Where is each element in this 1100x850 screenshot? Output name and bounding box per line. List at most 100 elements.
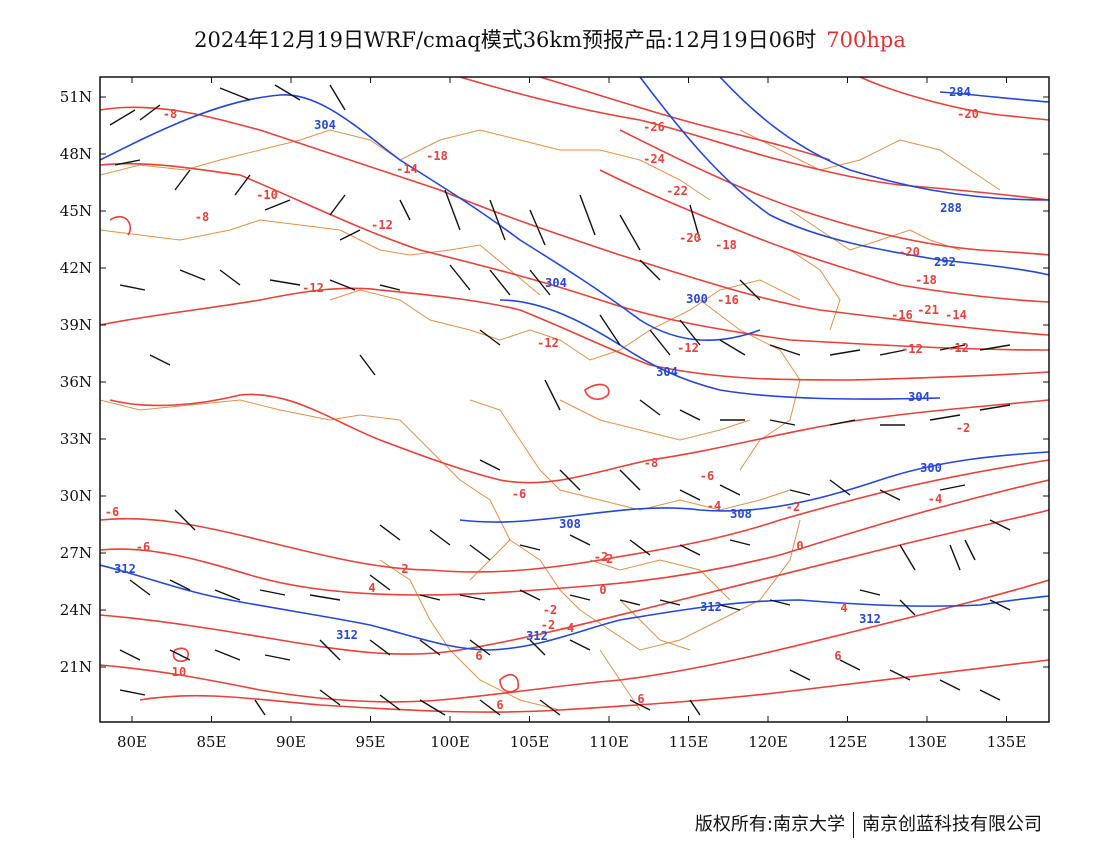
- temperature-label: -8: [644, 456, 658, 470]
- height-labels: 304 284 288 292 304 300 304 304 300 308 308 312 312 3…: [114, 85, 971, 643]
- map-title: 2024年12月19日WRF/cmaq模式36km预报产品:12月19日06时 7…: [0, 24, 1100, 54]
- temperature-label: -4: [707, 499, 721, 513]
- temperature-label: -20: [898, 245, 920, 259]
- height-label: 288: [940, 201, 962, 215]
- height-label: 304: [545, 276, 567, 290]
- height-label: 308: [730, 507, 752, 521]
- temperature-label: -12: [947, 341, 969, 355]
- temperature-label: -6: [512, 487, 526, 501]
- temperature-contours: [100, 77, 1049, 713]
- height-label: 308: [559, 517, 581, 531]
- copyright-footer: 版权所有:南京大学 南京创蓝科技有限公司: [695, 810, 1042, 838]
- height-label: 312: [859, 612, 881, 626]
- temperature-label: -18: [715, 238, 737, 252]
- height-label: 304: [908, 390, 930, 404]
- temperature-label: -2: [594, 550, 608, 564]
- height-label: 300: [920, 461, 942, 475]
- temperature-label: -2: [599, 552, 613, 566]
- temperature-label: -2: [786, 500, 800, 514]
- x-tick-label: 130E: [907, 733, 947, 751]
- temperature-label: -12: [901, 342, 923, 356]
- x-tick-label: 80E: [117, 733, 147, 751]
- temperature-label: -24: [643, 152, 665, 166]
- temperature-label: -20: [957, 107, 979, 121]
- temperature-label: 2: [401, 562, 408, 576]
- temperature-label: -22: [666, 184, 688, 198]
- temperature-label: -2: [956, 421, 970, 435]
- y-tick-label: 27N: [60, 544, 92, 562]
- temperature-label: -14: [396, 162, 418, 176]
- temperature-label: -12: [371, 218, 393, 232]
- temperature-label: 6: [496, 698, 503, 712]
- title-level: 700hpa: [826, 28, 906, 52]
- y-tick-label: 48N: [60, 145, 92, 163]
- x-tick-label: 115E: [669, 733, 709, 751]
- temperature-label: -8: [195, 210, 209, 224]
- temperature-label: 0: [599, 583, 606, 597]
- x-tick-label: 95E: [355, 733, 385, 751]
- temperature-label: -16: [717, 293, 739, 307]
- temperature-label: -12: [302, 281, 324, 295]
- height-label: 312: [336, 628, 358, 642]
- temperature-label: -12: [537, 336, 559, 350]
- title-text: 2024年12月19日WRF/cmaq模式36km预报产品:12月19日06时: [194, 28, 817, 52]
- temperature-label: 6: [475, 649, 482, 663]
- y-tick-label: 42N: [60, 259, 92, 277]
- x-tick-label: 125E: [828, 733, 868, 751]
- temperature-label: -4: [928, 492, 942, 506]
- y-tick-label: 24N: [60, 601, 92, 619]
- temperature-label: 6: [834, 649, 841, 663]
- temperature-label: 10: [172, 665, 186, 679]
- y-tick-label: 33N: [60, 430, 92, 448]
- height-label: 300: [686, 292, 708, 306]
- height-label: 284: [949, 85, 971, 99]
- height-label: 312: [114, 562, 136, 576]
- temperature-label: -6: [700, 469, 714, 483]
- height-label: 292: [934, 255, 956, 269]
- temperature-label: -20: [679, 231, 701, 245]
- temperature-label: 6: [637, 692, 644, 706]
- latitude-axis: 51N 48N 45N 42N 39N 36N 33N 30N 27N 24N 21N: [60, 88, 1049, 676]
- wind-barbs: [109, 84, 1011, 716]
- height-label: 312: [700, 600, 722, 614]
- temperature-label: -6: [136, 540, 150, 554]
- y-tick-label: 36N: [60, 373, 92, 391]
- temperature-label: -18: [426, 149, 448, 163]
- temperature-label: -2: [543, 603, 557, 617]
- height-label: 304: [314, 118, 336, 132]
- y-tick-label: 51N: [60, 88, 92, 106]
- temperature-label: -21: [917, 303, 939, 317]
- x-tick-label: 85E: [196, 733, 226, 751]
- temperature-label: 4: [368, 581, 375, 595]
- x-tick-label: 110E: [589, 733, 629, 751]
- longitude-axis: 80E 85E 90E 95E 100E 105E 110E 115E 120E 125E 130E…: [117, 77, 1026, 751]
- temperature-label: -16: [891, 308, 913, 322]
- x-tick-label: 135E: [987, 733, 1027, 751]
- temperature-label: -8: [163, 107, 177, 121]
- footer-divider: [853, 812, 854, 838]
- temperature-label: -12: [677, 341, 699, 355]
- footer-right: 南京创蓝科技有限公司: [862, 814, 1042, 835]
- temperature-label: -2: [541, 618, 555, 632]
- temperature-label: -10: [256, 188, 278, 202]
- temperature-label: -6: [105, 505, 119, 519]
- height-label: 312: [526, 629, 548, 643]
- y-tick-label: 21N: [60, 658, 92, 676]
- x-tick-label: 90E: [276, 733, 306, 751]
- temperature-label: 0: [796, 539, 803, 553]
- x-tick-label: 105E: [510, 733, 550, 751]
- temperature-label: -4: [560, 621, 574, 635]
- temperature-label: -18: [915, 273, 937, 287]
- temperature-labels: -8-26-20-18-10-14-24-22-8-12-20 -18 -20-12…: [105, 107, 979, 712]
- y-tick-label: 45N: [60, 202, 92, 220]
- temperature-label: -14: [945, 308, 967, 322]
- temperature-label: -26: [643, 120, 665, 134]
- footer-left: 版权所有:南京大学: [694, 814, 845, 835]
- height-label: 304: [656, 365, 678, 379]
- y-tick-label: 39N: [60, 316, 92, 334]
- height-contours: [100, 77, 1049, 651]
- temperature-label: 4: [840, 601, 847, 615]
- x-tick-label: 120E: [748, 733, 788, 751]
- x-tick-label: 100E: [430, 733, 470, 751]
